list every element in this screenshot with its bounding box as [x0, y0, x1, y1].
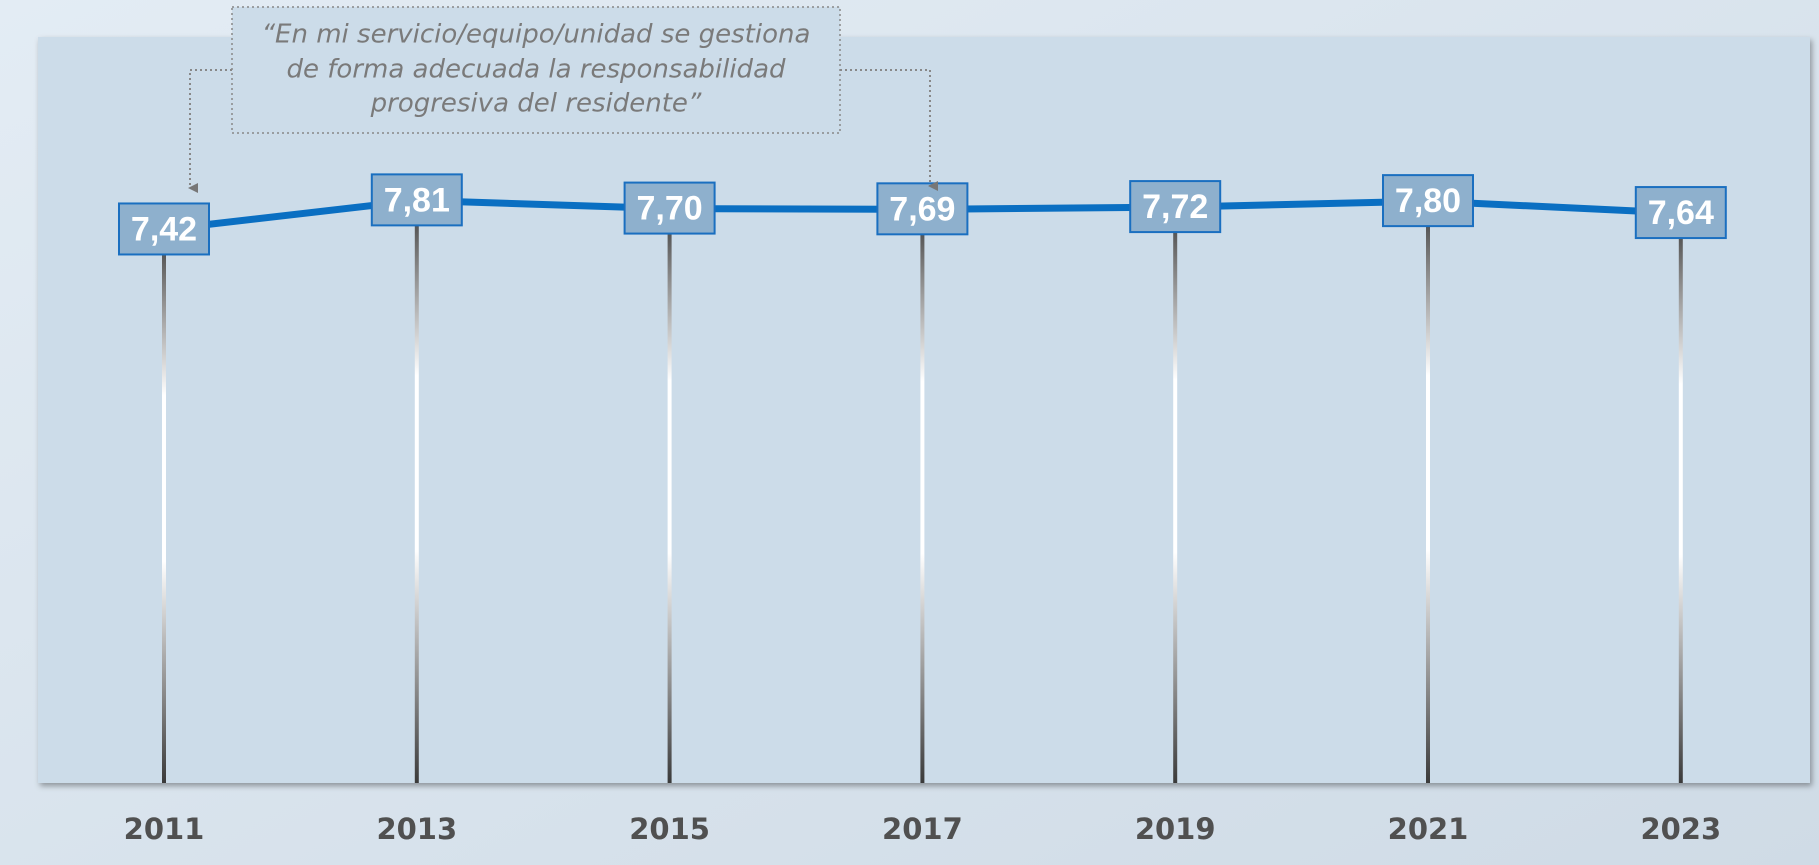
value-label: 7,81: [384, 181, 450, 219]
value-label: 7,42: [131, 210, 197, 248]
value-label: 7,80: [1395, 182, 1461, 220]
annotation-line: de forma adecuada la responsabilidad: [286, 55, 786, 85]
drop-line: [920, 209, 925, 784]
x-tick-label: 2023: [1640, 812, 1721, 846]
value-label: 7,69: [889, 190, 955, 228]
marks: 7,42 7,81 7,70 7,69 7,72 7,80 7,64: [118, 173, 1727, 784]
value-label: 7,64: [1648, 194, 1714, 232]
annotation-line: progresiva del residente”: [370, 89, 702, 119]
value-label-box: [370, 173, 463, 227]
drop-line: [1426, 201, 1430, 783]
value-label-box: [118, 202, 210, 256]
value-label-box: [623, 181, 716, 235]
value-label-box: [876, 182, 969, 236]
drop-line: [1678, 213, 1683, 783]
annotation-line: “En mi servicio/equipo/unidad se gestion…: [262, 20, 811, 50]
annotation-connector: [840, 69, 938, 191]
annotation-connector: [188, 69, 232, 193]
value-label: 7,70: [637, 190, 703, 228]
value-label: 7,72: [1142, 188, 1208, 226]
x-tick-label: 2017: [882, 812, 963, 846]
x-tick-label: 2013: [376, 812, 457, 846]
value-label-box: [1129, 180, 1222, 234]
value-label-box: [1382, 174, 1474, 228]
x-tick-label: 2019: [1135, 812, 1216, 846]
drop-line: [1173, 207, 1178, 783]
drop-line: [414, 200, 419, 783]
x-tick-label: 2011: [124, 812, 205, 846]
value-label-box: [1634, 186, 1727, 240]
drop-line: [162, 229, 166, 783]
x-tick-label: 2015: [629, 812, 710, 846]
x-tick-label: 2021: [1388, 812, 1469, 846]
drop-line: [667, 208, 672, 783]
